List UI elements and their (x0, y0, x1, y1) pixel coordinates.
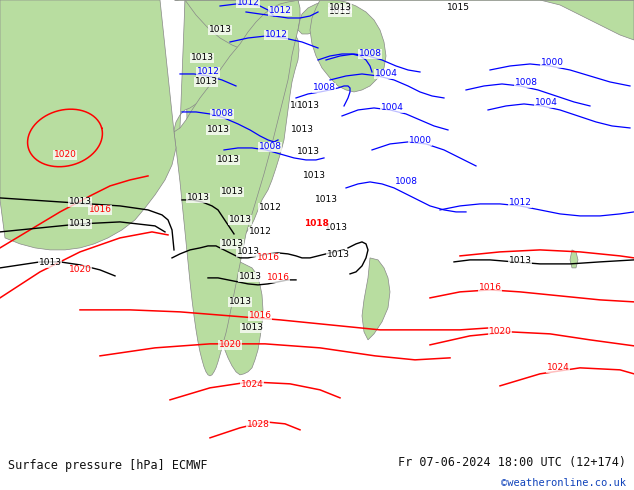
Text: 1012: 1012 (249, 227, 271, 236)
Text: 1008: 1008 (259, 143, 281, 151)
Text: 1012: 1012 (259, 203, 281, 213)
Text: 1024: 1024 (241, 380, 263, 390)
Text: 1013: 1013 (39, 258, 61, 268)
Polygon shape (208, 245, 263, 375)
Text: 1013: 1013 (297, 101, 320, 110)
Text: 1012: 1012 (269, 6, 292, 16)
Text: 1013: 1013 (508, 256, 531, 266)
Text: 1016: 1016 (257, 253, 280, 263)
Polygon shape (0, 0, 176, 250)
Text: 1015: 1015 (446, 3, 470, 13)
Text: 1012: 1012 (197, 68, 219, 76)
Text: Fr 07-06-2024 18:00 UTC (12+174): Fr 07-06-2024 18:00 UTC (12+174) (398, 456, 626, 469)
Text: 1013: 1013 (195, 77, 217, 86)
Text: 10: 10 (290, 101, 302, 110)
Text: 1013: 1013 (228, 216, 252, 224)
Text: 1000: 1000 (408, 136, 432, 146)
Text: 1004: 1004 (534, 98, 557, 107)
Text: 1024: 1024 (547, 364, 569, 372)
Text: ©weatheronline.co.uk: ©weatheronline.co.uk (501, 478, 626, 488)
Text: 1012: 1012 (236, 0, 259, 7)
Polygon shape (540, 0, 634, 40)
Text: 1016: 1016 (266, 273, 290, 282)
Text: 1012: 1012 (508, 198, 531, 207)
Polygon shape (174, 0, 240, 140)
Text: 1013: 1013 (221, 187, 243, 196)
Text: 1013: 1013 (327, 250, 349, 259)
Text: 1013: 1013 (68, 220, 91, 228)
Text: 1020: 1020 (68, 266, 91, 274)
Text: 1012: 1012 (264, 30, 287, 40)
Text: 1013: 1013 (328, 7, 351, 17)
Text: 1008: 1008 (394, 177, 418, 186)
Text: 1028: 1028 (247, 420, 269, 429)
Text: 1013: 1013 (236, 247, 259, 256)
Polygon shape (298, 2, 328, 34)
Polygon shape (174, 0, 300, 376)
Text: 1004: 1004 (380, 103, 403, 113)
Text: 1008: 1008 (358, 49, 382, 58)
Text: 1016: 1016 (249, 311, 271, 320)
Text: 1013: 1013 (68, 197, 91, 206)
Text: 1020: 1020 (53, 150, 77, 159)
Text: 1013: 1013 (186, 194, 209, 202)
Text: 1020: 1020 (489, 327, 512, 336)
Text: 1004: 1004 (375, 70, 398, 78)
Text: 1013: 1013 (297, 147, 320, 156)
Text: 1013: 1013 (209, 25, 231, 34)
Polygon shape (310, 0, 386, 92)
Text: 1013: 1013 (328, 3, 351, 13)
Text: 1013: 1013 (216, 155, 240, 165)
Text: 1000: 1000 (541, 58, 564, 68)
Text: 1013: 1013 (290, 125, 313, 134)
Text: Surface pressure [hPa] ECMWF: Surface pressure [hPa] ECMWF (8, 459, 207, 471)
Polygon shape (185, 0, 300, 55)
Text: 1016: 1016 (89, 205, 112, 215)
Polygon shape (185, 0, 299, 248)
Text: 1013: 1013 (190, 53, 214, 63)
Text: 1008: 1008 (313, 83, 335, 93)
Text: 1013: 1013 (238, 272, 261, 281)
Text: 1013: 1013 (325, 223, 347, 232)
Text: 1008: 1008 (515, 78, 538, 88)
Text: 1018: 1018 (304, 220, 328, 228)
Text: 1008: 1008 (210, 109, 233, 119)
Text: 1020: 1020 (219, 341, 242, 349)
Text: 1013: 1013 (240, 323, 264, 332)
Text: 1013: 1013 (228, 297, 252, 306)
Polygon shape (570, 250, 578, 268)
Text: 1013: 1013 (207, 125, 230, 134)
Text: 1016: 1016 (479, 283, 501, 293)
Text: 1013: 1013 (221, 240, 243, 248)
Polygon shape (362, 258, 390, 340)
Text: 1013: 1013 (302, 172, 325, 180)
Text: 1013: 1013 (314, 196, 337, 204)
